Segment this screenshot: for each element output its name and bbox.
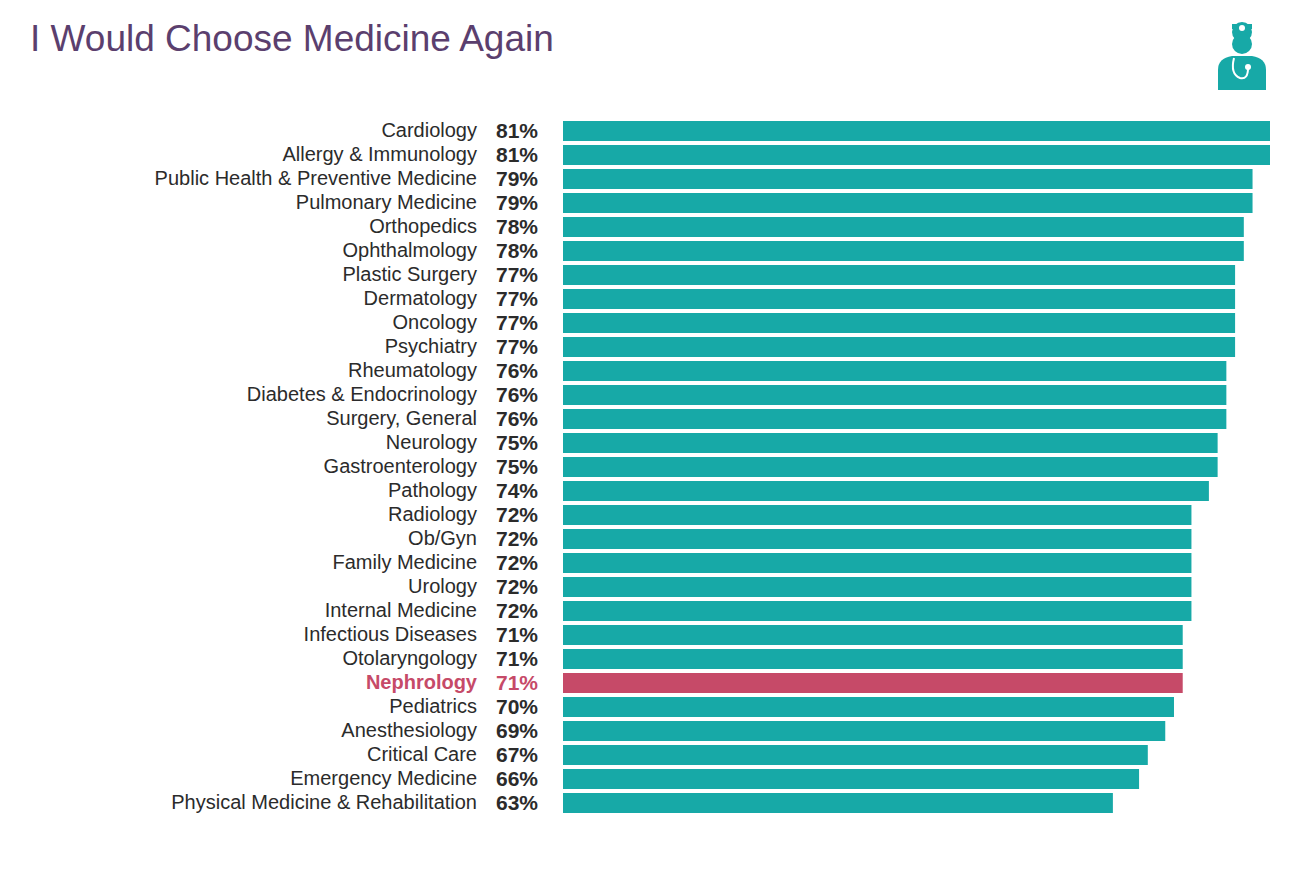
svg-text:Surgery, General: Surgery, General (326, 407, 477, 429)
svg-text:Nephrology: Nephrology (366, 671, 478, 693)
svg-text:Cardiology: Cardiology (381, 119, 477, 141)
svg-text:Internal Medicine: Internal Medicine (325, 599, 477, 621)
svg-text:Diabetes & Endocrinology: Diabetes & Endocrinology (247, 383, 477, 405)
svg-text:Family Medicine: Family Medicine (333, 551, 477, 573)
svg-text:Plastic Surgery: Plastic Surgery (343, 263, 478, 285)
svg-text:Oncology: Oncology (393, 311, 478, 333)
svg-text:78%: 78% (496, 239, 538, 262)
svg-text:75%: 75% (496, 455, 538, 478)
svg-text:Ob/Gyn: Ob/Gyn (408, 527, 477, 549)
svg-text:72%: 72% (496, 527, 538, 550)
svg-text:72%: 72% (496, 551, 538, 574)
svg-text:72%: 72% (496, 599, 538, 622)
svg-text:Anesthesiology: Anesthesiology (341, 719, 477, 741)
svg-text:Gastroenterology: Gastroenterology (324, 455, 477, 477)
svg-text:Infectious Diseases: Infectious Diseases (304, 623, 477, 645)
svg-text:71%: 71% (496, 623, 538, 646)
svg-text:Otolaryngology: Otolaryngology (342, 647, 477, 669)
svg-text:81%: 81% (496, 143, 538, 166)
svg-text:Public Health & Preventive Med: Public Health & Preventive Medicine (155, 167, 477, 189)
svg-text:79%: 79% (496, 167, 538, 190)
svg-text:Allergy & Immunology: Allergy & Immunology (282, 143, 477, 165)
svg-text:Physical Medicine & Rehabilita: Physical Medicine & Rehabilitation (171, 791, 477, 813)
svg-text:79%: 79% (496, 191, 538, 214)
svg-text:75%: 75% (496, 431, 538, 454)
svg-text:Urology: Urology (408, 575, 477, 597)
svg-text:77%: 77% (496, 263, 538, 286)
svg-text:63%: 63% (496, 791, 538, 814)
svg-text:Orthopedics: Orthopedics (369, 215, 477, 237)
svg-text:Psychiatry: Psychiatry (385, 335, 477, 357)
svg-text:66%: 66% (496, 767, 538, 790)
svg-text:Pathology: Pathology (388, 479, 477, 501)
svg-text:Emergency Medicine: Emergency Medicine (290, 767, 477, 789)
svg-text:70%: 70% (496, 695, 538, 718)
svg-text:72%: 72% (496, 503, 538, 526)
svg-text:78%: 78% (496, 215, 538, 238)
svg-text:Critical Care: Critical Care (367, 743, 477, 765)
svg-text:81%: 81% (496, 119, 538, 142)
svg-text:69%: 69% (496, 719, 538, 742)
svg-text:71%: 71% (496, 647, 538, 670)
svg-text:Neurology: Neurology (386, 431, 477, 453)
svg-text:76%: 76% (496, 359, 538, 382)
svg-text:67%: 67% (496, 743, 538, 766)
svg-text:77%: 77% (496, 287, 538, 310)
svg-text:Pediatrics: Pediatrics (389, 695, 477, 717)
svg-text:Ophthalmology: Ophthalmology (342, 239, 477, 261)
html-text:I Would Choose Medicine Again: I Would Choose Medicine Again (30, 18, 554, 59)
svg-text:Dermatology: Dermatology (364, 287, 477, 309)
svg-text:76%: 76% (496, 407, 538, 430)
svg-text:77%: 77% (496, 311, 538, 334)
svg-text:Pulmonary Medicine: Pulmonary Medicine (296, 191, 477, 213)
svg-text:71%: 71% (496, 671, 538, 694)
svg-text:77%: 77% (496, 335, 538, 358)
svg-text:Radiology: Radiology (388, 503, 477, 525)
svg-text:Rheumatology: Rheumatology (348, 359, 477, 381)
svg-text:74%: 74% (496, 479, 538, 502)
svg-text:76%: 76% (496, 383, 538, 406)
svg-text:72%: 72% (496, 575, 538, 598)
